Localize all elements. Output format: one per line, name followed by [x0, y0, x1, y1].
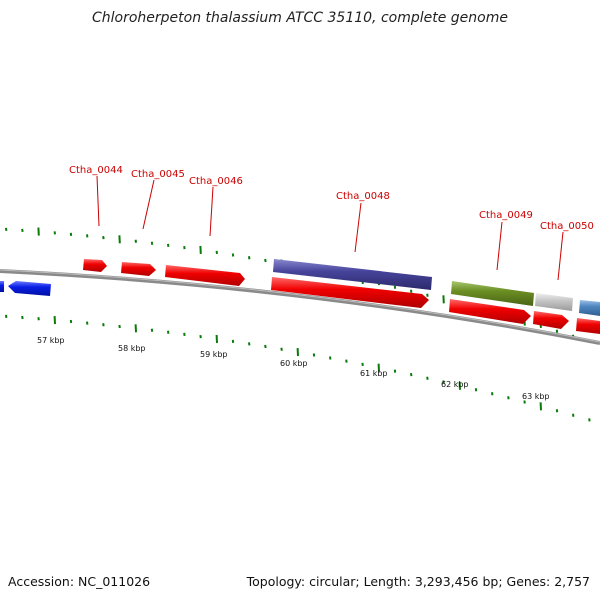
- gene-label-ctha-0048[interactable]: Ctha_0048: [336, 191, 390, 202]
- inner-tick-ring: [5, 314, 591, 422]
- gene-label-ctha-0046[interactable]: Ctha_0046: [189, 176, 243, 187]
- gene-arrow-ctha-0048[interactable]: [271, 277, 429, 308]
- scale-label-63-kbp: 63 kbp: [522, 392, 550, 401]
- genome-summary-text: Topology: circular; Length: 3,293,456 bp…: [246, 574, 590, 589]
- gene-block-steelblue[interactable]: [579, 300, 600, 316]
- genome-backbone-highlight: [0, 269, 600, 343]
- gene-label-ctha-0045[interactable]: Ctha_0045: [131, 169, 185, 180]
- leader-line: [96, 175, 100, 227]
- gene-arrow-reverse[interactable]: [0, 281, 4, 292]
- scale-labels: 57 kbp 58 kbp 59 kbp 60 kbp 61 kbp 62 kb…: [37, 336, 550, 401]
- gene-labels: Ctha_0044 Ctha_0045 Ctha_0046 Ctha_0048 …: [69, 165, 594, 281]
- scale-label-57-kbp: 57 kbp: [37, 336, 65, 345]
- gene-arrow-ctha-0044[interactable]: [83, 259, 107, 272]
- feature-track: [0, 259, 600, 334]
- leader-line: [354, 202, 362, 253]
- gene-block-ctha-0048-purple[interactable]: [273, 259, 432, 290]
- gene-arrow-reverse[interactable]: [8, 281, 51, 296]
- gene-arrow-partial[interactable]: [576, 318, 600, 334]
- scale-label-62-kbp: 62 kbp: [441, 380, 469, 389]
- scale-label-59-kbp: 59 kbp: [200, 350, 228, 359]
- map-title: Chloroherpeton thalassium ATCC 35110, co…: [92, 10, 508, 26]
- leader-line: [142, 179, 155, 230]
- scale-label-61-kbp: 61 kbp: [360, 369, 388, 378]
- scale-label-58-kbp: 58 kbp: [118, 344, 146, 353]
- gene-label-ctha-0049[interactable]: Ctha_0049: [479, 210, 533, 221]
- gene-arrow-ctha-0045[interactable]: [121, 262, 156, 276]
- leader-line: [209, 186, 214, 237]
- gene-label-ctha-0050[interactable]: Ctha_0050: [540, 221, 594, 232]
- scale-label-60-kbp: 60 kbp: [280, 359, 308, 368]
- gene-arrow-ctha-0050[interactable]: [533, 311, 569, 329]
- leader-line: [557, 231, 564, 281]
- gene-arrow-ctha-0049[interactable]: [449, 299, 531, 324]
- gene-arrow-ctha-0046[interactable]: [165, 265, 245, 286]
- accession-text: Accession: NC_011026: [8, 574, 151, 589]
- leader-line: [496, 221, 503, 271]
- gene-block-ctha-0049-olive[interactable]: [451, 281, 534, 306]
- gene-block-ctha-0050-gray[interactable]: [535, 293, 573, 311]
- gene-label-ctha-0044[interactable]: Ctha_0044: [69, 165, 123, 176]
- genome-backbone: [0, 269, 600, 345]
